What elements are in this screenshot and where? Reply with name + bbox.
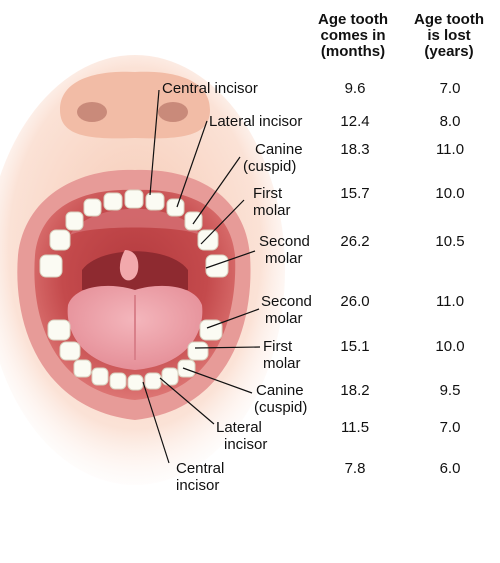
header-lost-line1: Age tooth — [414, 11, 484, 28]
header-lost-line3: (years) — [424, 43, 474, 60]
lower-lateral-incisor-label: Lateral incisor — [216, 419, 267, 453]
label-line: Second — [261, 293, 312, 310]
lower-lateral-incisor-comes-in: 11.5 — [340, 419, 370, 436]
label-line: molar — [253, 202, 291, 219]
nose — [60, 71, 210, 139]
upper-central-incisor-lost: 7.0 — [439, 80, 461, 97]
lower-first-molar-lost: 10.0 — [435, 338, 465, 355]
upper-first-molar-label: First molar — [253, 185, 291, 219]
lower-first-molar-label: First molar — [263, 338, 301, 372]
label-line: incisor — [176, 477, 220, 494]
lower-first-molar-comes-in: 15.1 — [340, 338, 370, 355]
upper-lateral-incisor-comes-in: 12.4 — [340, 113, 370, 130]
label-line: molar — [265, 250, 303, 267]
upper-second-molar-lost: 10.5 — [435, 233, 465, 250]
label-line: Second — [259, 233, 310, 250]
header-lost: Age tooth is lost (years) — [403, 12, 495, 60]
label-line: molar — [263, 355, 301, 372]
label-line: incisor — [224, 436, 268, 453]
label-line: (cuspid) — [243, 158, 297, 175]
header-lost-line2: is lost — [427, 27, 471, 44]
lower-canine-comes-in: 18.2 — [340, 382, 370, 399]
header-comes-in-line3: (months) — [320, 43, 386, 60]
header-comes-in-line2: comes in — [320, 27, 386, 44]
upper-first-molar-lost: 10.0 — [435, 185, 465, 202]
upper-canine-comes-in: 18.3 — [340, 141, 370, 158]
header-comes-in: Age tooth comes in (months) — [305, 12, 401, 60]
upper-central-incisor-label: Central incisor — [162, 80, 258, 97]
lower-second-molar-label: Second molar — [261, 293, 312, 327]
upper-second-molar-comes-in: 26.2 — [340, 233, 370, 250]
upper-lateral-incisor-label: Lateral incisor — [209, 113, 302, 130]
lower-second-molar-lost: 11.0 — [435, 293, 465, 310]
lower-canine-lost: 9.5 — [439, 382, 461, 399]
upper-canine-lost: 11.0 — [435, 141, 465, 158]
lower-canine-label: Canine (cuspid) — [254, 382, 307, 416]
label-line: Canine — [256, 382, 304, 399]
upper-second-molar-label: Second molar — [259, 233, 310, 267]
label-line: Lateral incisor — [209, 113, 303, 130]
label-line: Central incisor — [162, 80, 258, 97]
label-line: molar — [265, 310, 303, 327]
lower-teeth — [47, 319, 223, 391]
lower-lateral-incisor-lost: 7.0 — [439, 419, 461, 436]
label-line: Canine — [255, 141, 303, 158]
upper-canine-label: Canine (cuspid) — [243, 141, 303, 175]
label-line: Central — [176, 460, 225, 477]
upper-lateral-incisor-lost: 8.0 — [439, 113, 461, 130]
upper-first-molar-comes-in: 15.7 — [340, 185, 370, 202]
label-line: First — [263, 338, 293, 355]
lower-second-molar-comes-in: 26.0 — [340, 293, 370, 310]
lower-central-incisor-label: Central incisor — [176, 460, 224, 494]
header-comes-in-line1: Age tooth — [318, 11, 388, 28]
upper-central-incisor-comes-in: 9.6 — [344, 80, 366, 97]
uvula — [82, 250, 188, 290]
lower-central-incisor-comes-in: 7.8 — [344, 460, 366, 477]
label-line: (cuspid) — [254, 399, 308, 416]
tongue — [67, 285, 203, 370]
label-line: First — [253, 185, 283, 202]
lower-central-incisor-lost: 6.0 — [439, 460, 461, 477]
upper-teeth — [39, 189, 229, 278]
leader-lines — [142, 89, 261, 464]
label-line: Lateral — [216, 419, 262, 436]
